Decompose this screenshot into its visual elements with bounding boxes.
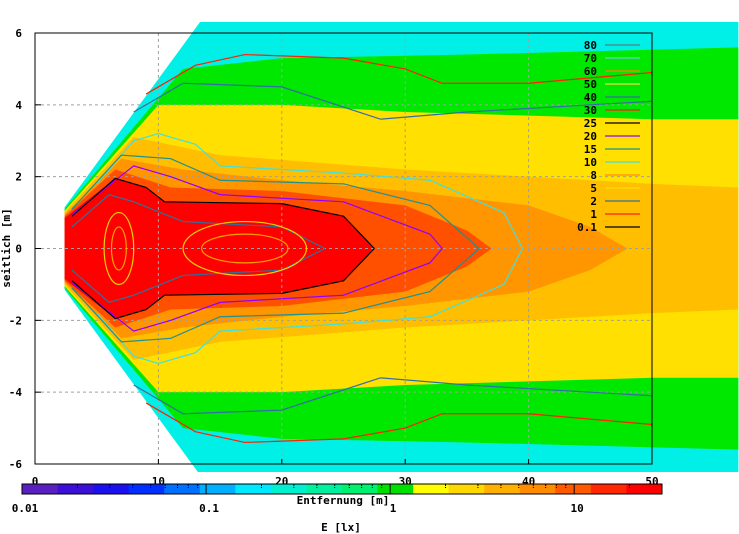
colorbar-segment (519, 484, 556, 494)
legend-label: 40 (584, 91, 597, 104)
legend-label: 10 (584, 156, 597, 169)
contour-lines (71, 53, 653, 444)
colorbar: 0.01 0.1 1 10 (12, 483, 663, 515)
contour-loop-60 (110, 226, 127, 271)
y-tick-label: 4 (15, 99, 22, 112)
y-axis-label: seitlich [m] (0, 208, 13, 287)
legend-label: 2 (590, 195, 597, 208)
y-tick-label: 2 (15, 171, 22, 184)
legend-label: 50 (584, 78, 597, 91)
x-axis-label: Entfernung [m] (297, 494, 390, 507)
legend-label: 15 (584, 143, 597, 156)
contour-line-50 (71, 193, 326, 250)
contour-line-10 (96, 132, 523, 249)
colorbar-segment (164, 484, 201, 494)
colorbar-segment (342, 484, 379, 494)
colorbar-segment (270, 484, 307, 494)
colorbar-segment (22, 484, 59, 494)
colorbar-segment (306, 484, 343, 494)
colorbar-segment (199, 484, 236, 494)
contour-line-50 (71, 247, 326, 304)
y-tick-label: -4 (9, 386, 23, 399)
legend-label: 70 (584, 52, 597, 65)
grid-lines (35, 33, 652, 464)
colorbar-segment (235, 484, 272, 494)
colorbar-segment (626, 484, 663, 494)
colorbar-segment (413, 484, 450, 494)
contour-loop-50 (182, 220, 308, 277)
y-tick-label: 0 (15, 243, 22, 256)
contour-loop-60 (200, 233, 289, 264)
heatmap-band (64, 178, 375, 319)
colorbar-segment (57, 484, 94, 494)
colorbar-segment (590, 484, 627, 494)
legend-label: 25 (584, 117, 597, 130)
legend-label: 0.1 (577, 221, 597, 234)
colorbar-segment (448, 484, 485, 494)
colorbar-tick-label: 1 (390, 502, 397, 515)
colorbar-segment (93, 484, 130, 494)
x-tick-label: 0 (32, 475, 39, 488)
colorbar-segment (377, 484, 414, 494)
contour-line-40 (133, 82, 653, 120)
colorbar-border (21, 483, 663, 495)
contour-line-25 (71, 177, 375, 249)
contour-line-20 (71, 248, 443, 332)
legend-label: 80 (584, 39, 597, 52)
colorbar-segment (484, 484, 521, 494)
legend-label: 20 (584, 130, 597, 143)
legend-label: 8 (590, 169, 597, 182)
contour-loop-50 (103, 211, 135, 286)
contour-line-25 (71, 248, 375, 320)
legend-label: 30 (584, 104, 597, 117)
y-tick-label: -6 (9, 458, 23, 471)
contour-line-20 (71, 165, 443, 249)
legend-label: 1 (590, 208, 597, 221)
contour-line-10 (96, 248, 523, 365)
colorbar-label: E [lx] (321, 521, 361, 534)
contour-line-15 (71, 248, 480, 343)
contour-line-40 (133, 377, 653, 415)
colorbar-tick-label: 10 (571, 502, 584, 515)
colorbar-segment (128, 484, 165, 494)
legend-label: 60 (584, 65, 597, 78)
contour-line-60 (145, 402, 653, 444)
colorbar-tick-label: 0.01 (12, 502, 39, 515)
colorbar-tick-label: 0.1 (199, 502, 219, 515)
contour-line-60 (145, 53, 653, 95)
contour-line-15 (71, 154, 480, 249)
y-tick-label: -2 (9, 314, 22, 327)
y-tick-label: 6 (15, 27, 22, 40)
legend-label: 5 (590, 182, 597, 195)
colorbar-segment (555, 484, 592, 494)
